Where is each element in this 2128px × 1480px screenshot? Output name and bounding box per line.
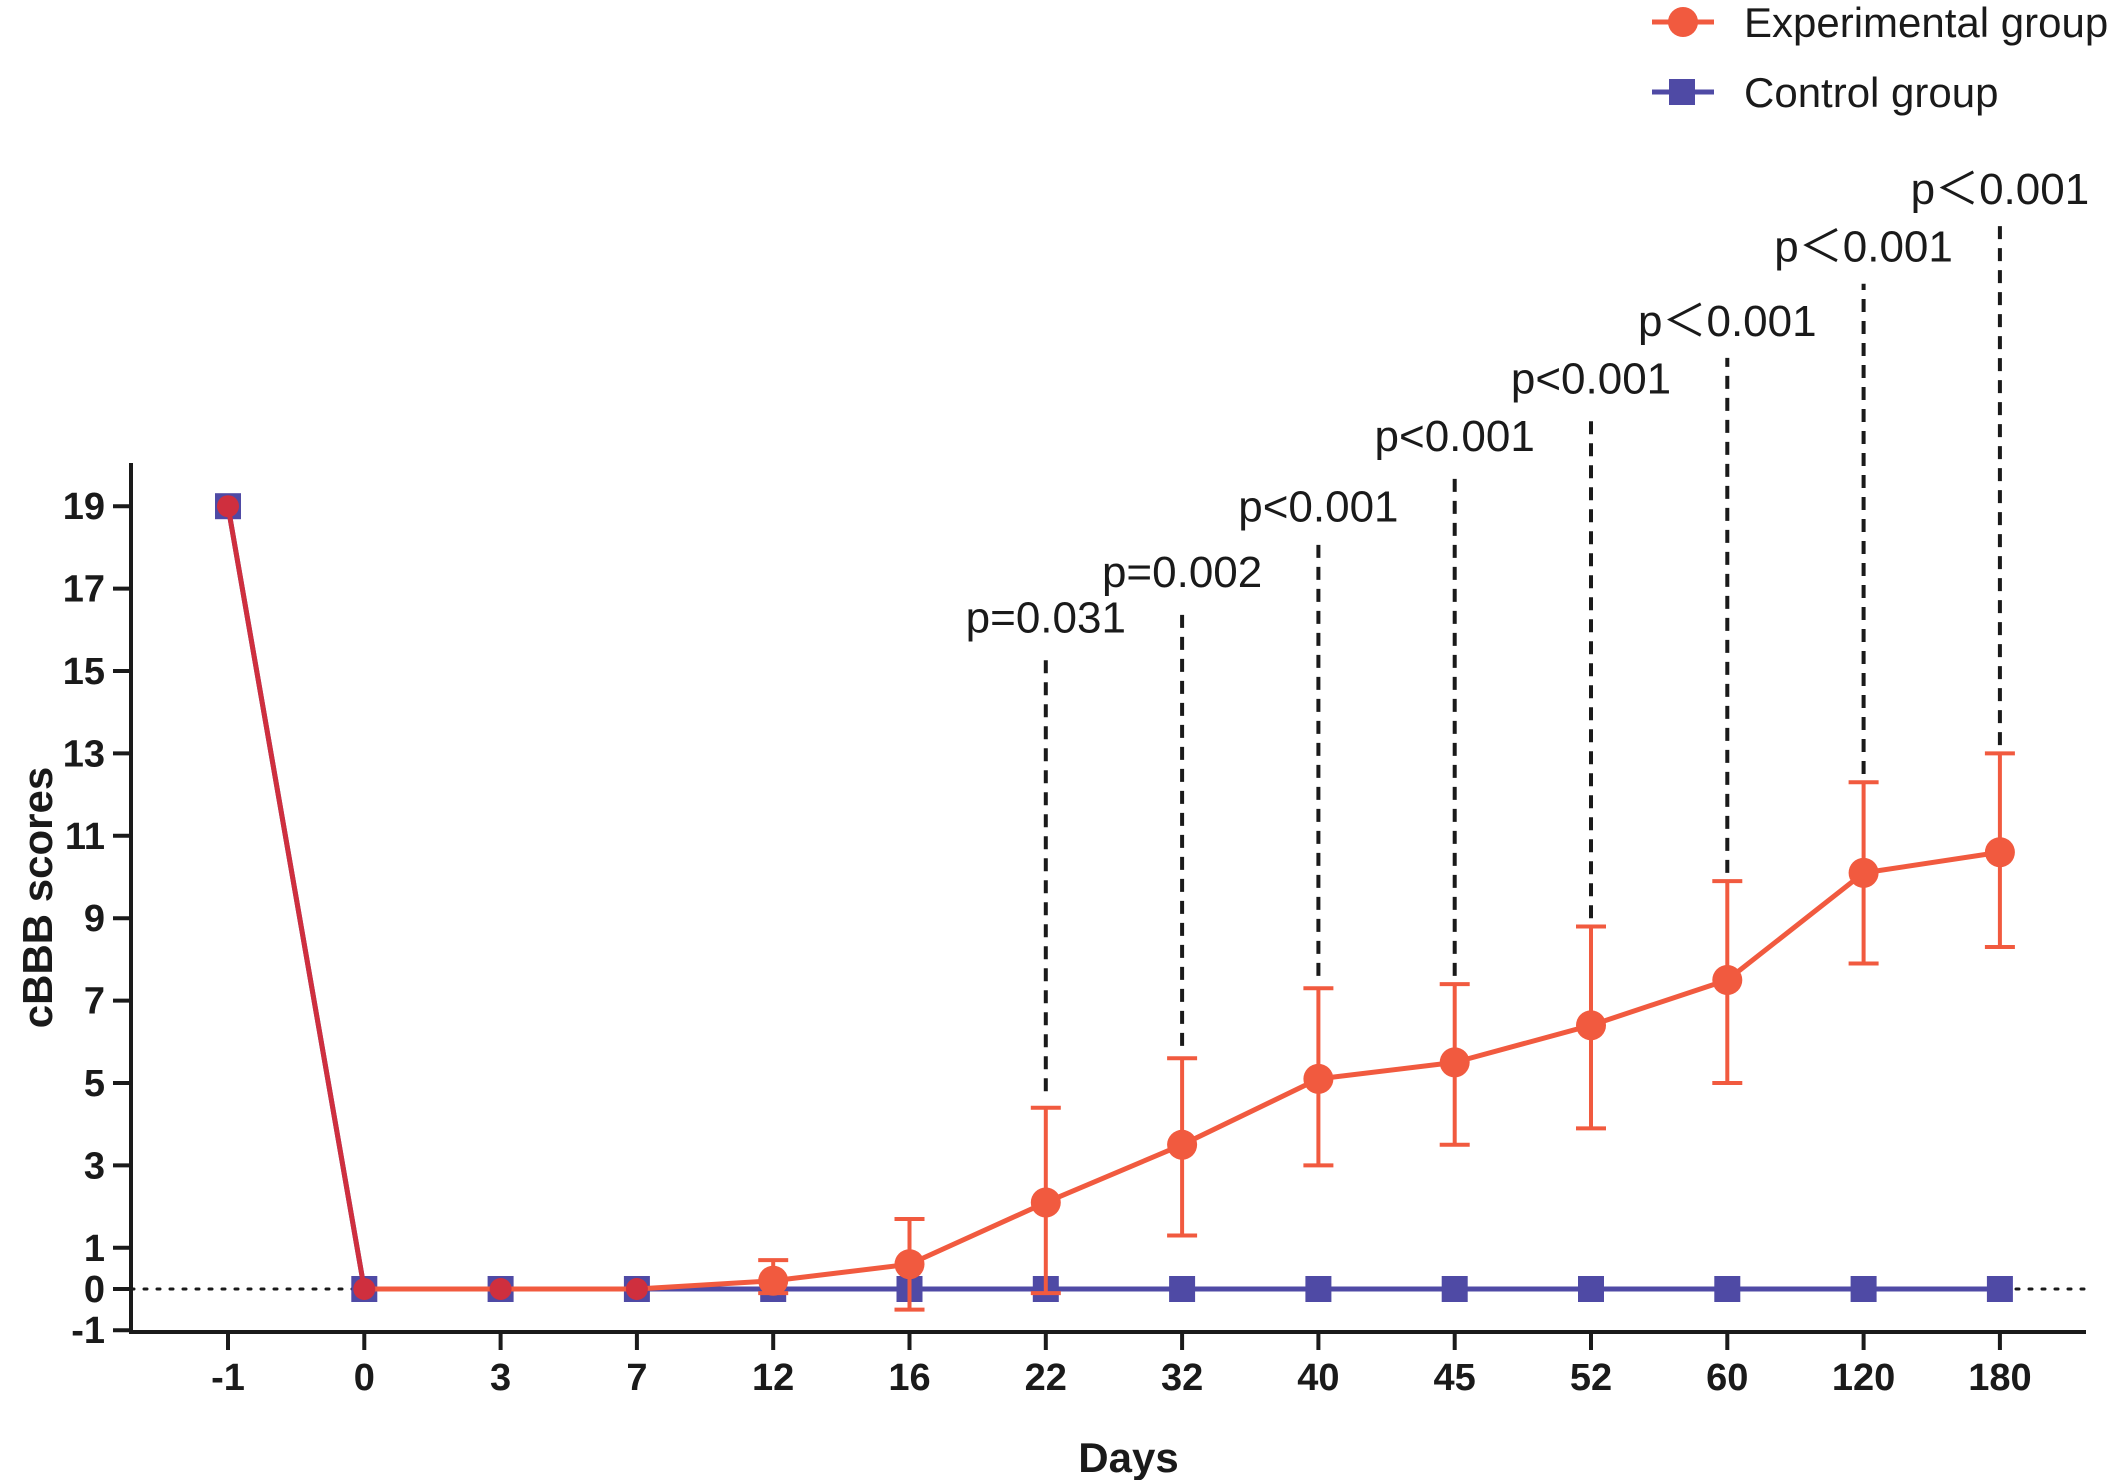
y-tick-label: 5: [84, 1063, 105, 1105]
experimental-point: [1712, 965, 1743, 995]
p-value-label: p<0.001: [1238, 482, 1398, 531]
control-point: [1578, 1276, 1604, 1302]
p-value-label: p=0.031: [966, 594, 1126, 643]
y-tick-label: 13: [63, 733, 105, 775]
legend: Experimental group Control group: [1652, 0, 2108, 116]
control-point: [1305, 1276, 1332, 1302]
legend-experimental-marker: [1668, 7, 1698, 37]
p-value-label: p＜0.001: [1774, 223, 1953, 272]
x-axis-title: Days: [1078, 1434, 1178, 1480]
y-tick-label: 0: [84, 1269, 105, 1311]
x-tick-label: 0: [354, 1357, 375, 1399]
y-axis-title: cBBB scores: [14, 767, 61, 1028]
p-value-label: p<0.001: [1511, 355, 1671, 404]
experimental-point: [1303, 1063, 1334, 1094]
y-tick-label: 3: [84, 1145, 105, 1187]
p-value-label: p<0.001: [1375, 412, 1535, 461]
control-point: [1441, 1276, 1468, 1302]
experimental-point: [353, 1278, 376, 1300]
y-tick-label: 1: [84, 1228, 105, 1270]
control-point: [1850, 1276, 1877, 1302]
x-tick-label: 60: [1706, 1357, 1748, 1399]
x-tick-label: 120: [1832, 1357, 1895, 1399]
experimental-point: [1030, 1187, 1061, 1218]
experimental-point: [1167, 1129, 1198, 1160]
y-tick-label: 15: [63, 651, 105, 693]
y-tick-label: 7: [84, 981, 105, 1023]
x-tick-label: 40: [1297, 1357, 1339, 1399]
y-tick-label: 9: [84, 898, 105, 940]
control-point: [1169, 1276, 1196, 1302]
legend-control-label: Control group: [1744, 69, 1998, 116]
overlap-line-segment: [225, 505, 367, 1290]
y-tick-label: 11: [65, 816, 105, 858]
experimental-point: [1576, 1010, 1606, 1041]
y-tick-label: -1: [71, 1310, 105, 1352]
series-layer: [215, 493, 2015, 1312]
legend-experimental-label: Experimental group: [1744, 0, 2108, 46]
legend-control-marker: [1669, 79, 1695, 105]
experimental-point: [758, 1265, 789, 1296]
experimental-point: [1439, 1047, 1470, 1078]
x-tick-label: 180: [1968, 1357, 2031, 1399]
x-tick-label: -1: [211, 1357, 245, 1399]
y-tick-label: 17: [63, 569, 105, 611]
x-tick-label: 3: [490, 1357, 511, 1399]
control-point: [1986, 1276, 2013, 1302]
x-tick-label: 16: [888, 1357, 930, 1399]
x-tick-label: 52: [1570, 1357, 1612, 1399]
experimental-point: [217, 495, 239, 518]
experimental-point: [625, 1278, 648, 1300]
p-value-label: p＜0.001: [1911, 165, 2090, 214]
p-value-label: p＜0.001: [1638, 297, 1817, 346]
x-tick-label: 12: [752, 1357, 794, 1399]
experimental-point: [1848, 857, 1879, 888]
experimental-point: [1984, 837, 2015, 868]
x-tick-label: 22: [1025, 1357, 1067, 1399]
p-value-label: p=0.002: [1102, 548, 1262, 597]
experimental-point: [489, 1278, 512, 1300]
control-point: [1714, 1276, 1741, 1302]
x-tick-label: 7: [626, 1357, 647, 1399]
x-tick-label: 32: [1161, 1357, 1203, 1399]
experimental-point: [894, 1249, 925, 1280]
x-tick-label: 45: [1434, 1357, 1476, 1399]
y-tick-label: 19: [63, 486, 105, 528]
